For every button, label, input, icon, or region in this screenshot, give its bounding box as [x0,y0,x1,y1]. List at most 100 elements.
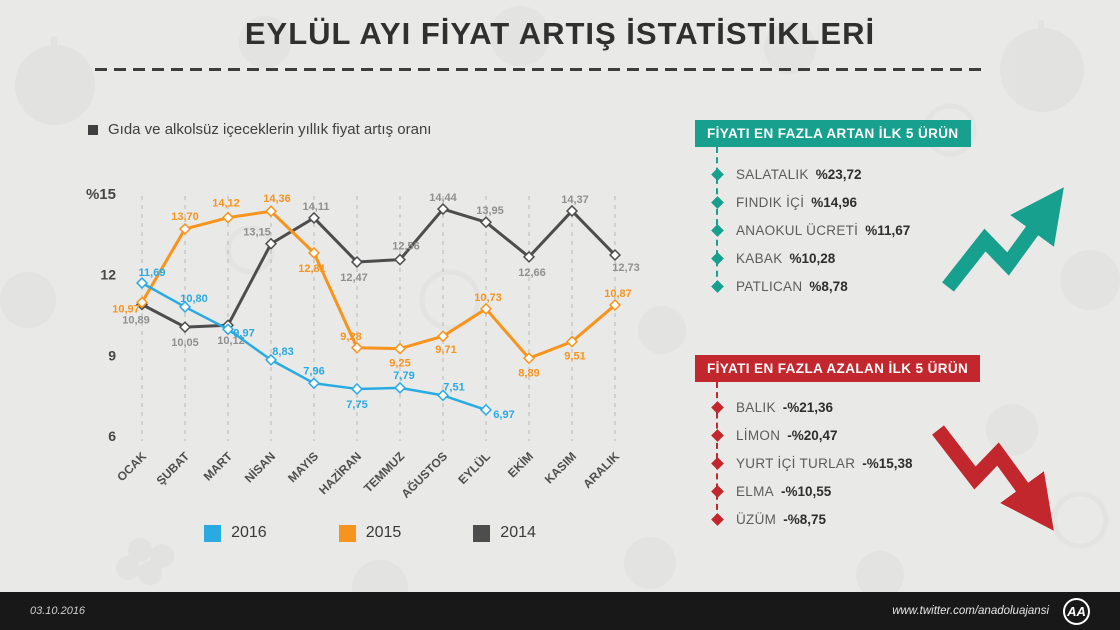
legend-swatch-icon [338,524,356,542]
data-point-marker [178,222,192,235]
product-name: ÜZÜM [736,511,777,527]
aa-logo: AA [1063,597,1090,625]
y-axis-label: %15 [86,186,116,203]
data-point-marker [264,237,278,250]
series-2014: 10,89 10,05 10,12 13,15 14,11 12,47 12,56 14,44… [122,192,640,349]
data-label: 7,79 [393,370,414,382]
data-point-marker [479,403,493,416]
data-label: 13,15 [243,227,271,239]
data-point-marker [135,296,149,309]
data-label: 6,97 [493,409,514,421]
product-name: YURT İÇİ TURLAR [736,455,856,471]
data-label: 9,28 [340,331,361,343]
data-label: 10,73 [474,292,502,304]
product-value: -%21,36 [782,399,834,415]
data-point-marker [436,389,450,402]
data-label: 7,96 [303,365,324,377]
data-label: 12,66 [518,267,546,279]
y-axis-label: 12 [100,267,116,283]
data-label: 14,37 [561,194,589,206]
x-axis-label: MART [201,449,236,484]
page-title: EYLÜL AYI FİYAT ARTIŞ İSTATİSTİKLERİ [244,16,876,51]
legend-label: 2014 [500,524,536,541]
footer-date: 03.10.2016 [30,605,86,617]
data-point-marker [608,249,622,262]
up-trend-arrow-icon [942,187,1064,292]
data-point-marker [565,335,579,348]
x-axis-label: AĞUSTOS [398,449,450,501]
product-name: ANAOKUL ÜCRETİ [736,222,859,238]
data-point-marker [135,276,149,290]
data-point-marker [307,211,321,224]
data-point-marker [221,323,235,336]
data-label: 13,95 [476,205,504,217]
product-value: %23,72 [815,166,862,182]
diamond-bullet-icon [711,512,724,526]
data-point-marker [264,205,278,218]
y-axis-label: 9 [108,347,116,363]
x-axis-label: ARALIK [580,449,622,491]
price-line-chart: OCAK ŞUBAT MART NİSAN MAYISHAZİRANTEMMUZAĞUS… [86,186,640,501]
product-value: -%15,38 [862,455,913,471]
legend-item-2015: 2015 [338,524,401,542]
data-label: 9,97 [233,327,254,339]
legend-swatch-icon [204,524,222,542]
data-point-marker [436,330,450,343]
legend-label: 2016 [231,524,267,541]
data-label: 10,05 [171,337,199,349]
data-label: 10,87 [604,288,632,300]
x-axis-label: MAYIS [285,449,321,485]
data-point-marker [393,342,407,355]
product-value: %10,28 [789,250,836,266]
diamond-bullet-icon [711,251,724,265]
product-name: ELMA [736,483,774,499]
decrease-panel-header: FİYATI EN FAZLA AZALAN İLK 5 ÜRÜN [695,355,981,382]
increase-list: SALATALIK %23,72 FINDIK İÇİ %14,96 ANAOKUL Ü… [710,160,910,300]
product-item: BALIK -%21,36 [710,393,913,421]
data-label: 9,51 [564,351,585,363]
data-label: 10,12 [217,335,245,347]
product-value: -%10,55 [780,483,832,499]
legend-item-2016: 2016 [204,524,267,542]
product-name: SALATALIK [736,166,809,182]
data-label: 14,36 [263,193,291,205]
increase-panel-header: FİYATI EN FAZLA ARTAN İLK 5 ÜRÜN [695,120,971,147]
diamond-bullet-icon [711,428,724,442]
chart-note: Gıda ve alkolsüz içeceklerin yıllık fiya… [88,121,431,138]
chart-legend: 2016 2015 2014 [130,524,610,542]
data-point-marker [350,256,364,269]
data-label: 14,12 [212,198,240,210]
x-axis-label: EKİM [504,449,536,481]
data-label: 10,89 [122,315,150,327]
product-name: LİMON [736,427,781,443]
data-point-marker [393,381,407,394]
data-point-marker [307,377,321,390]
product-value: -%8,75 [783,511,826,527]
product-item: KABAK %10,28 [710,244,910,272]
data-label: 12,47 [340,272,368,284]
decrease-connector-line [716,382,718,520]
diamond-bullet-icon [711,195,724,209]
x-axis-label: EYLÜL [455,449,493,487]
x-axis-label: KASIM [542,449,579,486]
data-label: 7,51 [443,381,464,393]
product-item: ÜZÜM -%8,75 [710,505,913,533]
product-value: -%20,47 [787,427,838,443]
data-label: 9,71 [435,344,456,356]
legend-item-2014: 2014 [473,524,536,542]
data-point-marker [350,382,364,395]
data-label: 12,73 [612,262,640,274]
diamond-bullet-icon [711,279,724,293]
series-2015: 10,97 13,70 14,12 14,36 12,81 9,28 9,25 9,71 10,… [112,193,632,379]
y-axis-label: 6 [108,428,116,444]
bullet-square-icon [88,124,98,135]
increase-connector-line [716,147,718,287]
data-point-marker [436,203,450,216]
product-item: LİMON -%20,47 [710,421,913,449]
data-point-marker [178,300,192,313]
series-2016: 11,69 10,80 9,97 8,83 7,96 7,75 7,79 7,51 6,97 [135,267,515,421]
data-label: 14,44 [429,192,457,204]
data-point-marker [393,253,407,266]
data-point-marker [479,216,493,229]
